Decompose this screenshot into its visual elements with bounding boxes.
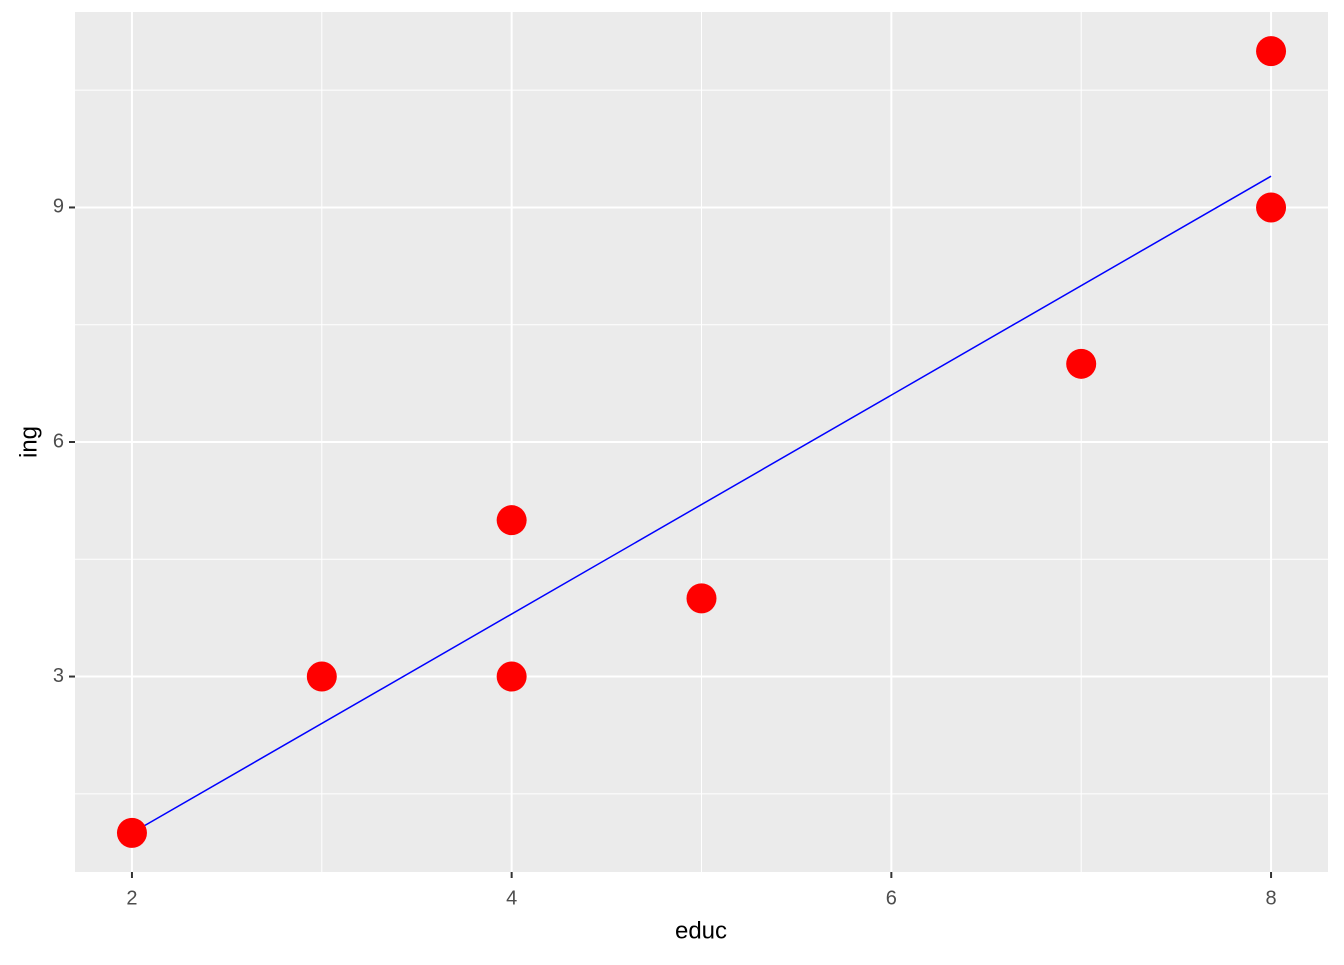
y-tick-label: 6 [53,430,64,452]
x-tick-label: 6 [886,887,897,909]
point [496,661,527,692]
trend-line [131,175,1272,834]
y-tick-label: 9 [53,196,64,218]
y-axis-title: ing [15,426,42,458]
point [496,505,527,536]
point [1256,36,1287,67]
point [1066,348,1097,379]
x-tick-label: 2 [126,887,137,909]
point [116,817,147,848]
x-tick-label: 8 [1265,887,1276,909]
y-tick-label: 3 [53,665,64,687]
point [1256,192,1287,223]
x-tick-label: 4 [506,887,517,909]
x-axis-title: educ [675,917,727,944]
point [686,583,717,614]
point [306,661,337,692]
